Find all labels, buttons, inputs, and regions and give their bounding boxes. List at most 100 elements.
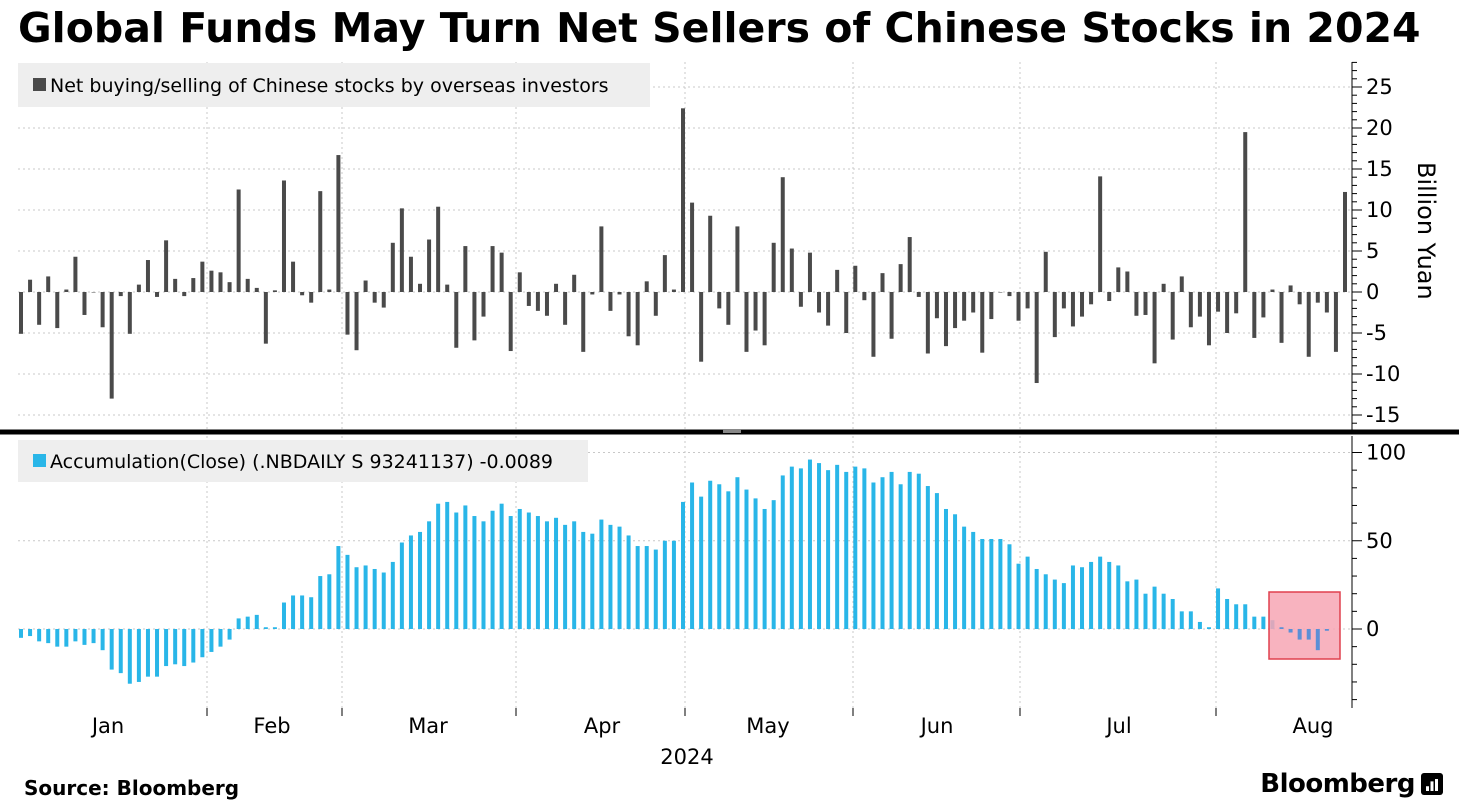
net-flow-bar [481,292,486,317]
accumulation-bar [916,473,921,629]
accumulation-bar [218,629,223,647]
accumulation-bar [236,618,241,629]
net-flow-bar [100,292,105,328]
net-flow-bar [1070,292,1075,327]
accumulation-bar [653,549,658,629]
x-month-label: Aug [1292,714,1333,738]
highlight-box [1268,591,1341,660]
net-flow-bar [1061,292,1066,309]
accumulation-bar [717,484,722,629]
net-flow-bar [771,242,776,292]
net-flow-bar [1043,251,1048,292]
accumulation-bar [1170,598,1175,629]
bloomberg-logo: Bloomberg [1260,769,1443,799]
accumulation-bar [581,531,586,629]
net-flow-bar [82,292,87,315]
accumulation-bar [889,471,894,629]
accumulation-bar [508,516,513,629]
net-flow-bar [1107,292,1112,302]
net-flow-bar [1152,292,1157,364]
net-flow-bar [1134,292,1139,316]
net-flow-bar [544,292,549,316]
accumulation-bars [19,459,1275,684]
net-flow-bar [789,248,794,292]
net-flow-bar [236,189,241,292]
net-flow-bar [862,292,867,301]
net-flow-bar [962,292,967,321]
accumulation-bar [300,595,305,629]
net-flow-bar [1324,292,1329,313]
net-flow-bar [998,292,1003,293]
accumulation-bar [1098,556,1103,629]
net-flow-bar [254,287,259,292]
net-flow-bar [173,278,178,292]
net-flow-bar [363,280,368,292]
accumulation-bar [1161,593,1166,629]
top-y-tick-label: -5 [1366,321,1387,345]
net-flow-bar [336,155,341,292]
accumulation-bar [227,629,232,640]
accumulation-bar [708,480,713,629]
net-flow-bar [1188,292,1193,328]
accumulation-bar [1179,611,1184,629]
net-flow-bar [1170,292,1175,340]
accumulation-bar [336,546,341,629]
accumulation-bar [1279,627,1284,629]
accumulation-bar [1152,586,1157,629]
net-flow-bar [889,292,894,339]
net-flow-bar [1270,289,1275,292]
x-axis-year-label: 2024 [660,745,713,769]
accumulation-bar [19,629,23,638]
accumulation-bar [182,629,187,667]
net-flow-bar [753,292,758,331]
accumulation-bar [55,629,60,647]
net-flow-bar [653,292,658,316]
accumulation-bar [1234,604,1239,629]
accumulation-bar [1134,579,1139,629]
divider-handle[interactable] [723,429,741,433]
accumulation-bar [762,508,767,629]
net-flow-bar [1179,276,1184,292]
net-flow-bar [1089,292,1094,305]
net-flow-bar [127,292,132,334]
accumulation-bar [37,629,42,642]
accumulation-bar [499,503,504,629]
accumulation-bar [1315,629,1320,651]
net-flow-bar [563,292,568,325]
accumulation-bar [880,477,885,629]
accumulation-bar [145,629,150,677]
accumulation-bar [381,572,386,629]
net-flow-bar [626,292,631,337]
accumulation-bar [1125,581,1130,629]
accumulation-bar [408,535,413,629]
accumulation-bar [925,486,930,629]
net-flow-bar [517,272,522,292]
accumulation-bar [427,521,432,629]
top-y-tick-label: 25 [1366,75,1393,99]
accumulation-bar [962,526,967,629]
net-flow-bar [635,292,640,346]
net-flow-bar [526,292,531,306]
net-flow-bar [1279,292,1284,343]
accumulation-bar [454,512,459,629]
accumulation-bar [635,546,640,629]
top-y-tick-label: 20 [1366,116,1393,140]
net-flow-bar [1161,283,1166,292]
net-flow-bar [118,292,123,297]
net-flow-bar [608,292,613,311]
top-y-tick-label: 10 [1366,198,1393,222]
accumulation-bar [1261,616,1266,629]
net-flow-bar [191,278,196,292]
accumulation-bar [472,516,477,629]
accumulation-bar [272,627,277,629]
accumulation-bar [463,505,468,629]
accumulation-bar [1188,611,1193,629]
accumulation-bar [535,516,540,629]
net-flow-bar [408,256,413,292]
net-flow-bar [1306,292,1311,357]
accumulation-bar [82,629,87,645]
accumulation-bar [309,597,314,629]
accumulation-bar [544,521,549,629]
net-flow-bar [662,255,667,292]
net-flow-bar [1116,267,1121,292]
